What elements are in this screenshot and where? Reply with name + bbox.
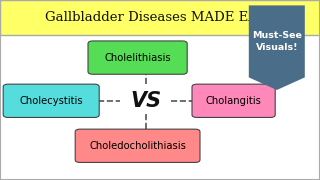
Text: Choledocholithiasis: Choledocholithiasis xyxy=(89,141,186,151)
Text: Cholelithiasis: Cholelithiasis xyxy=(104,53,171,63)
Text: VS: VS xyxy=(130,91,161,111)
FancyBboxPatch shape xyxy=(3,84,99,118)
FancyBboxPatch shape xyxy=(0,0,320,35)
FancyBboxPatch shape xyxy=(75,129,200,162)
Polygon shape xyxy=(249,5,305,90)
Text: Cholecystitis: Cholecystitis xyxy=(20,96,83,106)
Text: Must-See
Visuals!: Must-See Visuals! xyxy=(252,31,302,52)
FancyBboxPatch shape xyxy=(192,84,275,118)
FancyBboxPatch shape xyxy=(88,41,187,74)
Text: Gallbladder Diseases MADE EASY: Gallbladder Diseases MADE EASY xyxy=(44,11,276,24)
Text: Cholangitis: Cholangitis xyxy=(206,96,261,106)
